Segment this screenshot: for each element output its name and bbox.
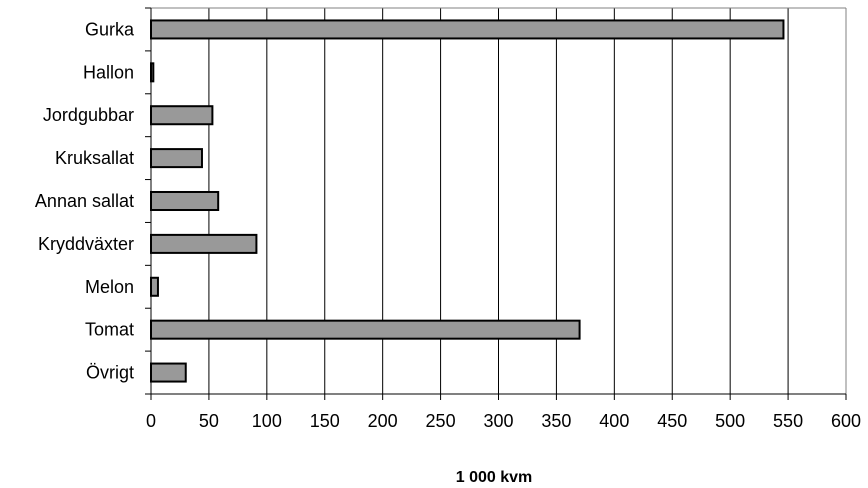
category-label: Melon	[85, 277, 134, 297]
category-labels: Gurka Hallon Jordgubbar Kruksallat Annan sal…	[35, 19, 135, 382]
x-tick-label: 0	[146, 411, 156, 431]
category-label: Jordgubbar	[43, 105, 134, 125]
category-label: Kruksallat	[55, 148, 134, 168]
category-label: Kryddväxter	[38, 234, 134, 254]
x-tick-label: 250	[426, 411, 456, 431]
bar	[150, 190, 220, 212]
x-tick-label: 300	[483, 411, 513, 431]
bar	[150, 276, 159, 297]
x-tick-label: 500	[715, 411, 745, 431]
x-tick-label: 150	[310, 411, 340, 431]
category-label: Hallon	[83, 62, 134, 82]
x-tick-label: 50	[199, 411, 219, 431]
x-tick-label: 200	[368, 411, 398, 431]
bars	[150, 19, 785, 383]
bar	[150, 233, 258, 254]
bar	[150, 319, 581, 340]
category-label: Gurka	[85, 19, 135, 39]
x-tick-label: 100	[252, 411, 282, 431]
x-tick-label: 350	[541, 411, 571, 431]
category-label: Tomat	[85, 320, 134, 340]
x-ticks: 0 50 100 150 200 250 300 350 400 450 500 550 600	[145, 7, 861, 431]
category-label: Annan sallat	[35, 191, 134, 211]
bar	[150, 362, 187, 383]
bar	[150, 105, 214, 126]
x-tick-label: 550	[773, 411, 803, 431]
x-tick-label: 450	[657, 411, 687, 431]
x-tick-label: 600	[831, 411, 861, 431]
category-label: Övrigt	[86, 363, 134, 383]
bar	[150, 148, 203, 169]
x-axis-title: 1 000 kvm	[456, 469, 533, 486]
bar	[150, 19, 785, 40]
x-tick-label: 400	[599, 411, 629, 431]
